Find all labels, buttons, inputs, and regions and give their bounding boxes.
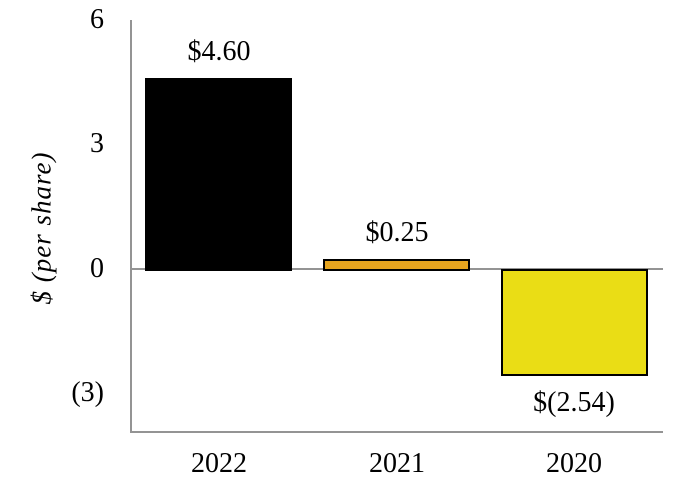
y-tick-label-6: 6	[90, 4, 104, 35]
bar-value-label-2022: $4.60	[187, 36, 251, 67]
y-tick-label-3: 3	[90, 128, 104, 159]
bar-value-label-2021: $0.25	[365, 217, 429, 248]
y-tick-label-0: 0	[90, 253, 104, 284]
y-tick-label-p3p: (3)	[71, 377, 104, 408]
x-axis-label-2021: 2021	[369, 448, 425, 479]
x-axis-label-2020: 2020	[546, 448, 602, 479]
bar-2022	[145, 78, 292, 271]
bar-2020	[501, 269, 648, 376]
x-axis-line	[130, 431, 663, 433]
bar-2021	[323, 259, 470, 271]
x-axis-label-2022: 2022	[191, 448, 247, 479]
bar-value-label-2020: $(2.54)	[533, 387, 615, 418]
y-axis-line	[130, 20, 132, 432]
